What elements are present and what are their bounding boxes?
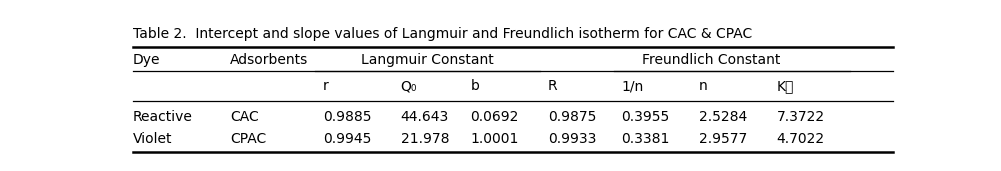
Text: 1.0001: 1.0001 [470,132,519,146]
Text: Table 2.  Intercept and slope values of Langmuir and Freundlich isotherm for CAC: Table 2. Intercept and slope values of L… [133,27,752,41]
Text: 21.978: 21.978 [400,132,449,146]
Text: 0.9885: 0.9885 [323,110,371,124]
Text: b: b [470,79,479,93]
Text: 0.3381: 0.3381 [622,132,670,146]
Text: 2.9577: 2.9577 [699,132,748,146]
Text: Langmuir Constant: Langmuir Constant [361,53,494,67]
Text: 44.643: 44.643 [400,110,448,124]
Text: 4.7022: 4.7022 [777,132,825,146]
Text: R: R [548,79,558,93]
Text: CPAC: CPAC [230,132,266,146]
Text: 2.5284: 2.5284 [699,110,748,124]
Text: Q₀: Q₀ [400,79,416,93]
Text: 0.9933: 0.9933 [548,132,597,146]
Text: 0.3955: 0.3955 [622,110,670,124]
Text: 7.3722: 7.3722 [777,110,825,124]
Text: Adsorbents: Adsorbents [230,53,308,67]
Text: 0.0692: 0.0692 [470,110,519,124]
Text: Freundlich Constant: Freundlich Constant [642,53,780,67]
Text: 0.9945: 0.9945 [323,132,371,146]
Text: 0.9875: 0.9875 [548,110,597,124]
Text: K⁦: K⁦ [777,79,794,93]
Text: Dye: Dye [133,53,160,67]
Text: 1/n: 1/n [622,79,644,93]
Text: Violet: Violet [133,132,172,146]
Text: r: r [323,79,328,93]
Text: n: n [699,79,708,93]
Text: Reactive: Reactive [133,110,193,124]
Text: CAC: CAC [230,110,258,124]
